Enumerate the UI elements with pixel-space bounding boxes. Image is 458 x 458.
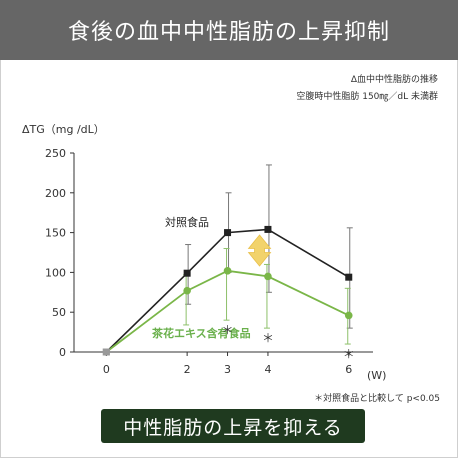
control-series-label: 対照食品: [165, 215, 209, 229]
significance-footnote: ＊対照食品と比較して p<0.05: [314, 394, 440, 404]
chart-axes: [70, 152, 373, 356]
x-tick-label: 3: [224, 363, 231, 376]
tea-data-point: [344, 311, 353, 320]
tea-series-label: 茶花エキス含有食品: [151, 326, 251, 340]
significance-mark: ＊: [222, 323, 234, 337]
control-data-point: [345, 273, 353, 281]
chart-note-group: 空腹時中性脂肪 150㎎／dL 未満群: [296, 92, 438, 102]
significance-mark: ＊: [262, 331, 274, 345]
y-tick-label: 0: [59, 346, 66, 359]
significance-mark: ＊: [343, 347, 355, 361]
conclusion-banner: 中性脂肪の上昇を抑える: [101, 409, 365, 443]
y-tick-label: 250: [45, 147, 66, 160]
conclusion-text: 中性脂肪の上昇を抑える: [123, 416, 343, 439]
tea-data-point: [183, 286, 191, 295]
x-tick-label: 4: [264, 363, 271, 376]
y-tick-label: 200: [45, 187, 66, 200]
origin-point-marker: [102, 348, 110, 356]
control-data-point: [224, 229, 232, 237]
y-tick-label: 50: [52, 306, 66, 319]
x-tick-label: 6: [345, 363, 352, 376]
tea-data-point: [264, 272, 272, 281]
x-tick-label: 0: [103, 363, 110, 376]
series-markers: [102, 225, 353, 356]
x-axis-unit: (W): [367, 369, 386, 382]
x-tick-label: 2: [184, 363, 191, 376]
control-data-point: [183, 269, 191, 277]
y-tick-label: 100: [45, 266, 66, 279]
page-title: 食後の血中中性脂肪の上昇抑制: [67, 20, 390, 45]
tea-data-point: [223, 267, 232, 275]
chart-note-title: Δ血中中性脂肪の推移: [350, 75, 438, 85]
y-tick-label: 150: [45, 227, 66, 240]
control-data-point: [264, 225, 272, 233]
chart-labels: 0 50 100 150 200 250 0 2 3 4 6 ΔTG（mg /dL） (W) 対照食品茶花…: [22, 123, 386, 382]
y-axis-label: ΔTG（mg /dL）: [22, 123, 105, 136]
difference-arrow-icon: [247, 234, 272, 267]
header-bar: 食後の血中中性脂肪の上昇抑制: [0, 0, 458, 60]
